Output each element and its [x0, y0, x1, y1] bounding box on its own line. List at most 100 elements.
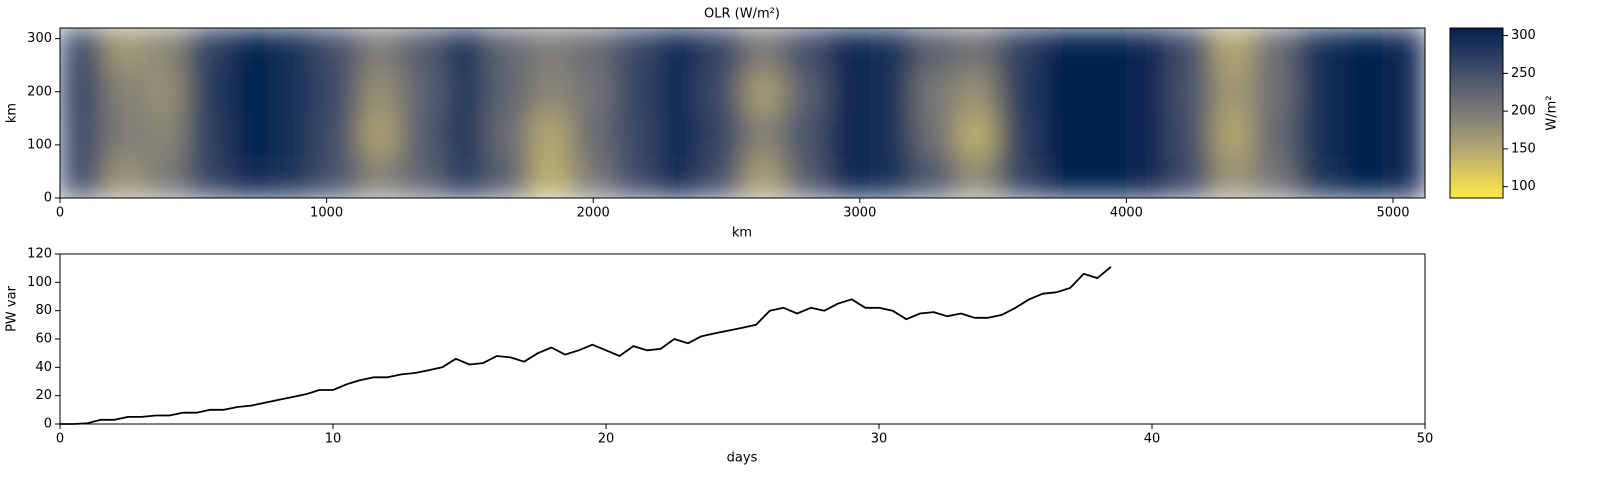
x-tick-label: 50: [1417, 432, 1434, 447]
heatmap-cell: [187, 155, 232, 198]
heatmap-cell: [144, 70, 189, 114]
heatmap-cell: [1211, 155, 1255, 198]
heatmap-cell: [784, 112, 829, 156]
heatmap-cell: [528, 28, 573, 71]
heatmap-cell: [955, 28, 999, 71]
heatmap-cell: [571, 28, 616, 71]
heatmap-cell: [443, 155, 488, 198]
heatmap-cell: [1211, 28, 1255, 71]
heatmap-cell: [1381, 155, 1425, 198]
heatmap-cell: [912, 28, 957, 71]
heatmap-cell: [955, 112, 999, 156]
heatmap-cell: [955, 70, 999, 114]
heatmap-cell: [1296, 70, 1341, 114]
heatmap-cell: [102, 28, 146, 71]
heatmap-cell: [614, 70, 658, 114]
heatmap-cell: [1211, 112, 1255, 156]
heatmap-cell: [315, 155, 360, 198]
x-tick-label: 2000: [577, 206, 610, 221]
y-tick-label: 100: [27, 275, 52, 290]
heatmap-cell: [699, 70, 743, 114]
heatmap-cell: [528, 70, 573, 114]
heatmap-cell: [230, 112, 274, 156]
heatmap-cell: [1339, 112, 1383, 156]
y-tick-label: 120: [27, 247, 52, 262]
heatmap-cell: [272, 112, 317, 156]
heatmap-cell: [1296, 155, 1341, 198]
heatmap-cell: [315, 70, 360, 114]
heatmap-cell: [742, 112, 786, 156]
heatmap-cell: [1125, 112, 1170, 156]
heatmap-cell: [614, 112, 658, 156]
heatmap-cell: [1168, 112, 1213, 156]
heatmap-cell: [1253, 28, 1298, 71]
heatmap-cell: [912, 155, 957, 198]
x-tick-label: 20: [598, 432, 615, 447]
heatmap-cell: [315, 28, 360, 71]
heatmap-cell: [187, 112, 232, 156]
heatmap-cell: [656, 155, 701, 198]
heatmap-cell: [486, 155, 530, 198]
x-tick-label: 40: [1144, 432, 1161, 447]
heatmap-cell: [1253, 112, 1298, 156]
heatmap-cell: [614, 28, 658, 71]
heatmap-cell: [1381, 112, 1425, 156]
heatmap-cell: [742, 70, 786, 114]
colorbar: [1449, 27, 1504, 199]
heatmap-cell: [1125, 70, 1170, 114]
x-tick-label: 5000: [1376, 206, 1409, 221]
x-tick-label: 30: [871, 432, 888, 447]
heatmap-cell: [60, 155, 104, 198]
heatmap-cell: [358, 28, 402, 71]
heatmap-cell: [699, 155, 743, 198]
x-tick-label: 10: [325, 432, 342, 447]
heatmap-cell: [955, 155, 999, 198]
heatmap-cell: [144, 28, 189, 71]
heatmap-cell: [912, 70, 957, 114]
heatmap-cell: [400, 70, 445, 114]
heatmap-cell: [614, 155, 658, 198]
heatmap-cell: [742, 28, 786, 71]
heatmap-cell: [997, 28, 1042, 71]
heatmap-cell: [230, 155, 274, 198]
heatmap-cell: [869, 155, 914, 198]
heatmap-cell: [699, 28, 743, 71]
heatmap-cell: [272, 155, 317, 198]
heatmap-cell: [1040, 28, 1085, 71]
heatmap-cell: [912, 112, 957, 156]
heatmap-cell: [1083, 155, 1127, 198]
data-line: [60, 266, 1112, 425]
heatmap-cell: [1381, 28, 1425, 71]
colorbar-tick-label: 250: [1511, 66, 1536, 81]
heatmap-cell: [443, 70, 488, 114]
x-tick-label: 0: [56, 432, 64, 447]
heatmap-cell: [400, 28, 445, 71]
y-tick-label: 20: [35, 388, 52, 403]
colorbar-tick-label: 100: [1511, 179, 1536, 194]
heatmap-cell: [1168, 155, 1213, 198]
heatmap-cell: [827, 112, 871, 156]
heatmap-cell: [997, 70, 1042, 114]
plot-frame: [59, 27, 1426, 199]
heatmap-cell: [230, 28, 274, 71]
heatmap-cell: [869, 70, 914, 114]
heatmap-cell: [742, 155, 786, 198]
colorbar-tick-label: 300: [1511, 28, 1536, 43]
heatmap-cell: [102, 155, 146, 198]
heatmap-cell: [528, 112, 573, 156]
heatmap-cell: [486, 112, 530, 156]
y-tick-label: 80: [35, 303, 52, 318]
heatmap-cell: [571, 70, 616, 114]
heatmap-cell: [827, 155, 871, 198]
y-tick-label: 0: [44, 417, 52, 432]
heatmap-cell: [997, 155, 1042, 198]
y-tick-label: 300: [27, 31, 52, 46]
heatmap-cell: [1211, 70, 1255, 114]
heatmap-cell: [60, 70, 104, 114]
heatmap-cell: [358, 70, 402, 114]
heatmap-cell: [187, 70, 232, 114]
heatmap-cell: [144, 112, 189, 156]
plot-frame: [59, 253, 1426, 425]
heatmap-cell: [1168, 70, 1213, 114]
